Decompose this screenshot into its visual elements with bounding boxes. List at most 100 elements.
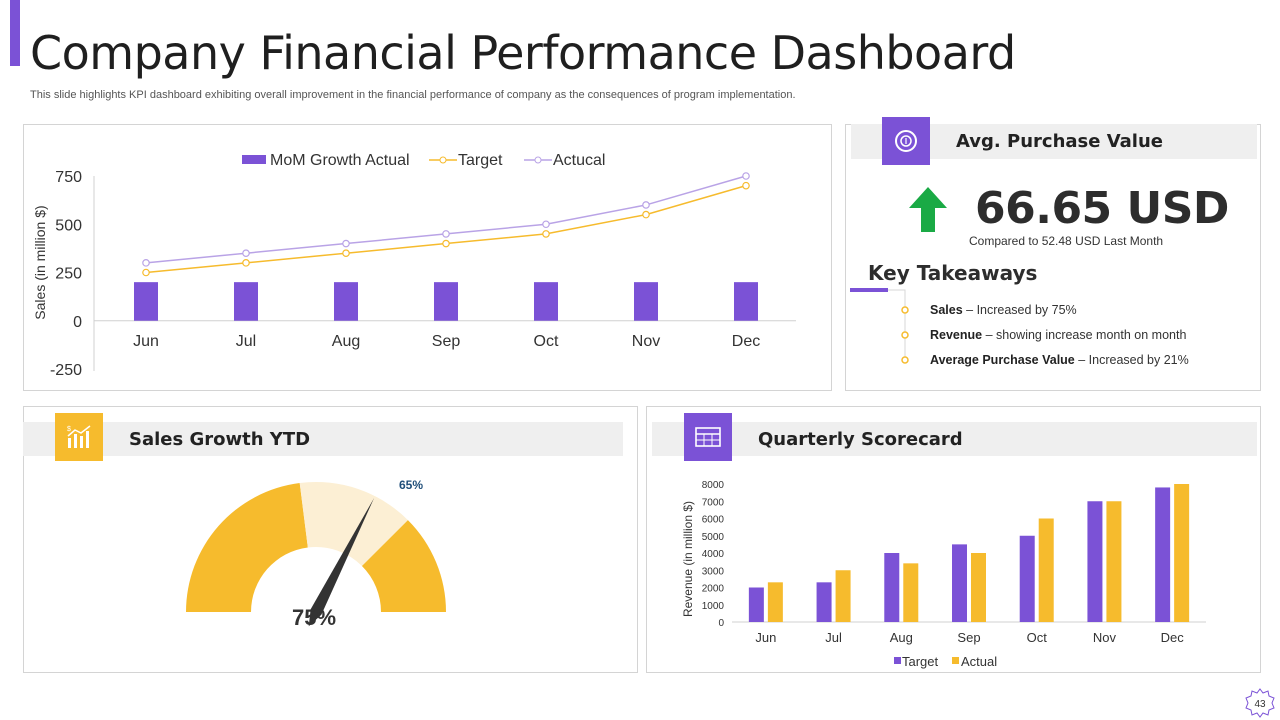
bar-actual-jul	[835, 570, 851, 622]
point-actucal-jun	[142, 259, 150, 267]
point-actucal-dec	[742, 172, 750, 180]
mom-chart-panel: 750 500 250 0 -250 Sales (in million $) Jun Jul…	[23, 124, 832, 391]
y-tick-label-8: 0	[718, 618, 724, 629]
x-tick-label-jul: Jul	[825, 630, 842, 645]
point-target-oct	[542, 230, 550, 238]
point-actucal-nov	[642, 201, 650, 209]
legend-label-target: Target	[458, 152, 503, 169]
bar-sep	[434, 282, 458, 321]
quarterly-scorecard-chart: 8000 7000 6000 5000 4000 3000 2000 1000 0 Revenue…	[681, 480, 1206, 669]
legend-label-mom: MoM Growth Actual	[270, 152, 410, 169]
x-tick-label-sep: Sep	[432, 333, 461, 350]
page-number: 43	[1254, 699, 1266, 710]
key-takeaways-timeline	[850, 288, 909, 364]
bar-jun	[134, 282, 158, 321]
chart-money-icon: $	[55, 413, 103, 461]
bar-target-dec	[1155, 487, 1171, 622]
bar-actual-sep	[971, 553, 986, 622]
sales-growth-gauge: 75% 65%	[186, 478, 446, 630]
key-takeaways-title: Key Takeaways	[868, 261, 1038, 285]
mom-growth-chart: 750 500 250 0 -250 Sales (in million $) Jun Jul…	[32, 152, 796, 379]
up-arrow-icon	[909, 187, 947, 232]
scorecard-header	[652, 422, 1257, 456]
bar-oct	[534, 282, 558, 321]
legend-swatch-mom	[242, 155, 266, 164]
point-actucal-oct	[542, 220, 550, 229]
svg-text:$: $	[67, 426, 71, 433]
legend-marker-target	[439, 156, 447, 164]
x-tick-label-oct: Oct	[534, 333, 559, 350]
point-actucal-jul	[242, 249, 250, 258]
point-actucal-sep	[442, 230, 450, 238]
x-tick-label-dec: Dec	[732, 333, 760, 350]
point-target-aug	[342, 249, 350, 258]
x-tick-label-jul: Jul	[236, 333, 256, 350]
line-target	[145, 184, 747, 274]
gauge-needle	[308, 497, 375, 627]
takeaway-sales: Sales – Increased by 75%	[930, 303, 1077, 317]
sales-growth-header	[23, 422, 623, 456]
bar-aug	[334, 282, 358, 321]
bar-target-jul	[816, 582, 832, 622]
bar-target-sep	[952, 544, 967, 622]
y-tick-label-7: 1000	[702, 601, 725, 612]
x-tick-label-nov: Nov	[632, 333, 660, 350]
y-tick-label-2: 250	[55, 266, 82, 283]
point-target-dec	[742, 181, 750, 190]
bar-nov	[634, 282, 658, 321]
bar-jul	[234, 282, 258, 321]
takeaway-avg-purchase: Average Purchase Value – Increased by 21…	[930, 353, 1189, 367]
page-subtitle: This slide highlights KPI dashboard exhi…	[30, 89, 796, 101]
avg-purchase-value: 66.65 USD	[975, 183, 1229, 234]
point-target-sep	[442, 239, 450, 248]
y-tick-label-4: -250	[50, 362, 82, 379]
scorecard-title: Quarterly Scorecard	[758, 429, 963, 450]
page-number-badge: 43	[1245, 688, 1275, 718]
bar-actual-aug	[903, 563, 919, 622]
x-tick-label-nov: Nov	[1093, 630, 1117, 645]
bar-target-oct	[1019, 535, 1035, 622]
x-tick-label-sep: Sep	[957, 630, 980, 645]
x-tick-label-aug: Aug	[332, 333, 360, 350]
legend-label-target: Target	[902, 654, 939, 669]
bar-target-aug	[884, 553, 900, 622]
legend-swatch-actual	[952, 657, 959, 664]
x-tick-label-dec: Dec	[1161, 630, 1185, 645]
y-tick-label-4: 4000	[702, 549, 725, 560]
x-tick-label-jun: Jun	[755, 630, 776, 645]
y-tick-label-6: 2000	[702, 584, 725, 595]
point-target-jun	[142, 268, 150, 277]
x-tick-label-oct: Oct	[1027, 630, 1048, 645]
avg-purchase-panel	[845, 124, 1261, 391]
x-tick-label-jun: Jun	[133, 333, 159, 350]
gauge-segment-filled	[186, 483, 308, 612]
point-target-nov	[642, 210, 650, 219]
gauge-segment-target	[299, 482, 408, 567]
point-actucal-aug	[342, 239, 350, 248]
bar-dec	[734, 282, 758, 321]
y-tick-label-1: 7000	[702, 497, 725, 508]
x-tick-label-aug: Aug	[890, 630, 913, 645]
gauge-segment-remaining	[361, 520, 446, 612]
gauge-value-label: 75%	[292, 605, 336, 630]
takeaway-revenue: Revenue – showing increase month on mont…	[930, 328, 1187, 342]
y-tick-label-0: 750	[55, 169, 82, 186]
legend-marker-actual	[534, 156, 542, 164]
legend-swatch-target	[894, 657, 901, 664]
avg-purchase-compare: Compared to 52.48 USD Last Month	[969, 234, 1164, 248]
y-tick-label-1: 500	[55, 217, 82, 234]
y-tick-label-0: 8000	[702, 480, 725, 491]
bar-actual-dec	[1174, 484, 1190, 622]
legend-label-actual: Actucal	[553, 152, 605, 169]
bar-target-jun	[748, 587, 764, 622]
point-target-jul	[242, 259, 250, 267]
y-tick-label-3: 0	[73, 314, 82, 331]
page-title: Company Financial Performance Dashboard	[30, 26, 1016, 80]
title-accent-bar	[10, 0, 20, 66]
avg-purchase-title: Avg. Purchase Value	[956, 131, 1163, 152]
bar-target-nov	[1087, 501, 1103, 622]
y-tick-label-5: 3000	[702, 566, 725, 577]
legend-label-actual: Actual	[961, 654, 997, 669]
bar-actual-oct	[1038, 518, 1054, 622]
y-tick-label-3: 5000	[702, 532, 725, 543]
